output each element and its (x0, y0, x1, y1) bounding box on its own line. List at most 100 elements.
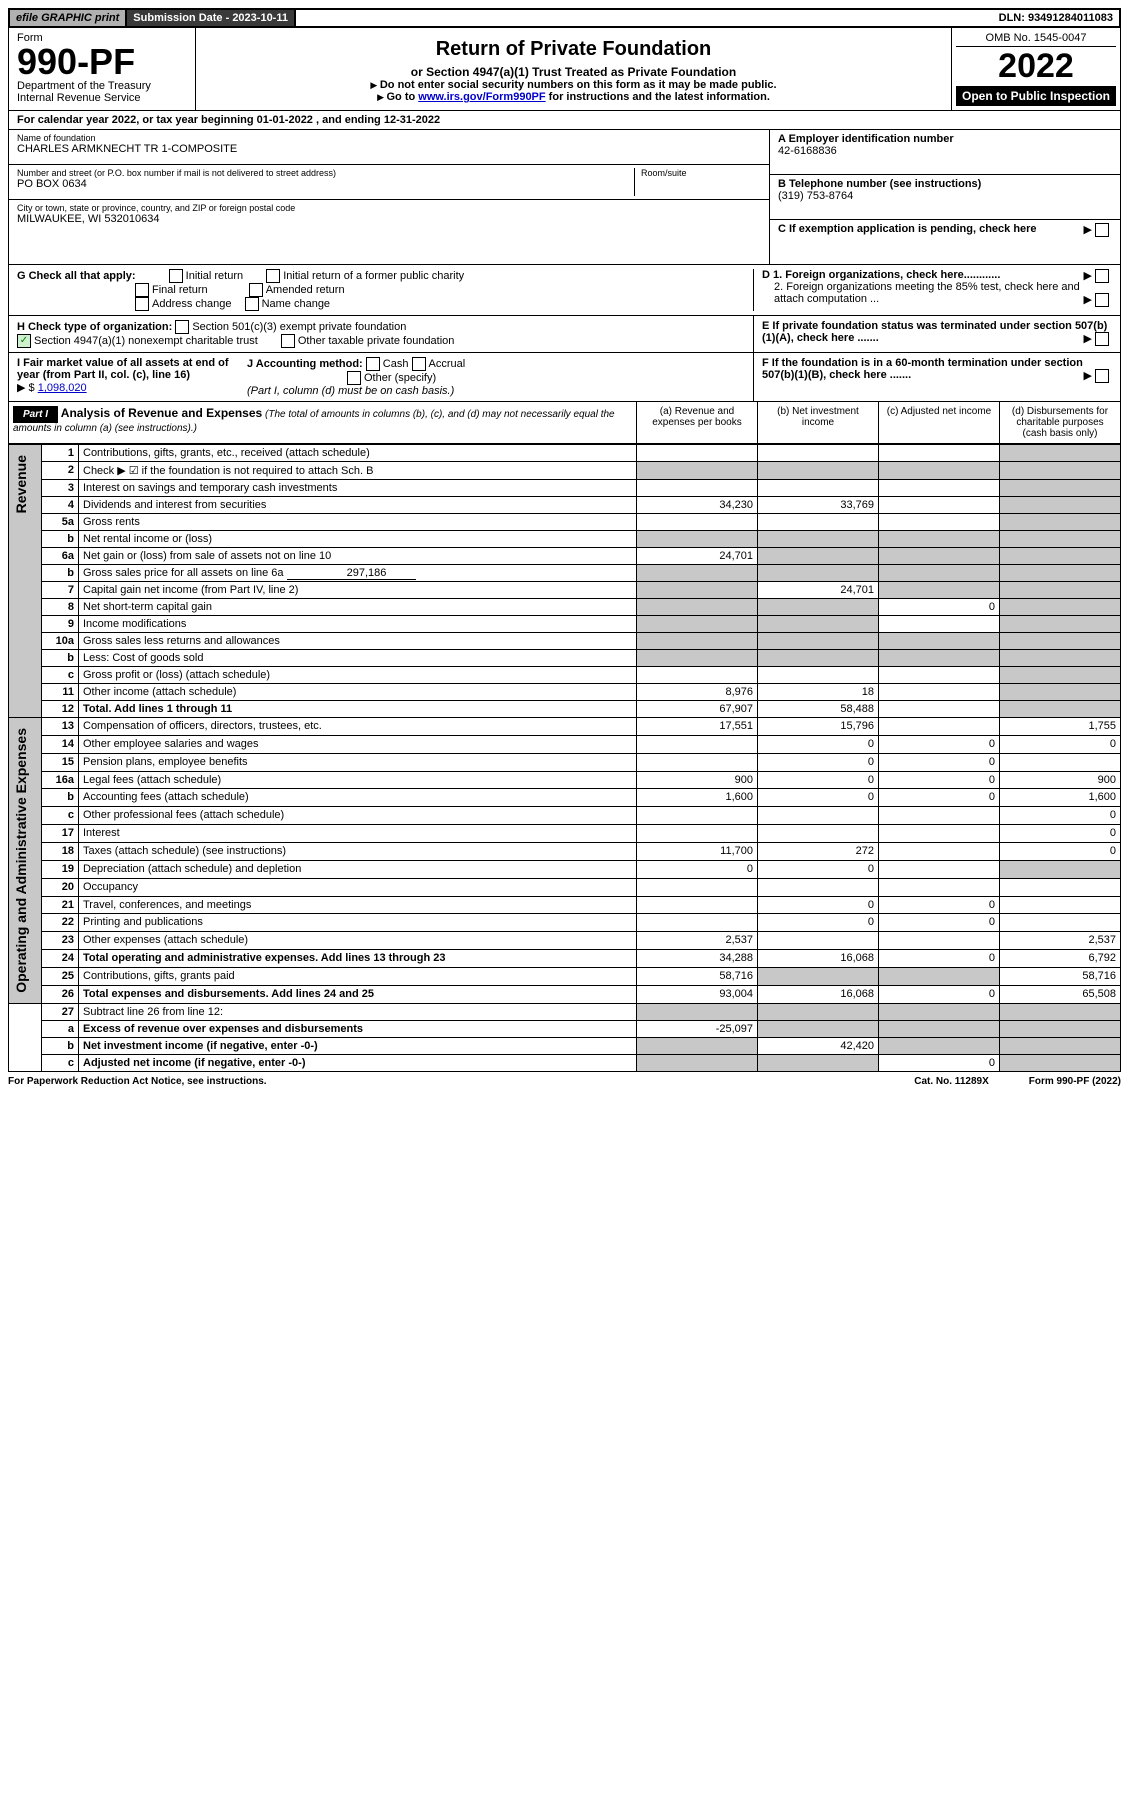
g-label: G Check all that apply: (17, 270, 136, 282)
line-description: Other income (attach schedule) (79, 684, 637, 701)
tax-year: 2022 (956, 47, 1116, 86)
final-return-checkbox[interactable] (135, 283, 149, 297)
city-state-zip: MILWAUKEE, WI 532010634 (17, 213, 761, 225)
501c3-checkbox[interactable] (175, 320, 189, 334)
footer-left: For Paperwork Reduction Act Notice, see … (8, 1076, 267, 1087)
table-row: 9Income modifications (9, 616, 1121, 633)
fmv-value[interactable]: 1,098,020 (38, 382, 87, 394)
calendar-year-row: For calendar year 2022, or tax year begi… (8, 111, 1121, 130)
amount-cell: 0 (879, 599, 1000, 616)
footer-cat: Cat. No. 11289X (914, 1076, 988, 1087)
top-bar: efile GRAPHIC print Submission Date - 20… (8, 8, 1121, 28)
amount-cell: 15,796 (758, 718, 879, 736)
other-method-checkbox[interactable] (347, 371, 361, 385)
line-description: Less: Cost of goods sold (79, 650, 637, 667)
line-description: Total. Add lines 1 through 11 (79, 701, 637, 718)
cash-checkbox[interactable] (366, 357, 380, 371)
amount-cell: 0 (758, 789, 879, 807)
line-number: 8 (42, 599, 79, 616)
line-description: Printing and publications (79, 914, 637, 932)
amount-cell (637, 1003, 758, 1020)
header-left: Form 990-PF Department of the Treasury I… (9, 28, 196, 110)
terminated-checkbox[interactable] (1095, 332, 1109, 346)
line-number: 20 (42, 878, 79, 896)
name-change-checkbox[interactable] (245, 297, 259, 311)
amount-cell (637, 531, 758, 548)
amount-cell (1000, 497, 1121, 514)
table-row: 6aNet gain or (loss) from sale of assets… (9, 548, 1121, 565)
part1-table: Revenue1Contributions, gifts, grants, et… (8, 444, 1121, 1072)
amount-cell (1000, 684, 1121, 701)
exemption-checkbox[interactable] (1095, 223, 1109, 237)
4947a1-checkbox[interactable]: ✓ (17, 334, 31, 348)
footer-form: Form 990-PF (2022) (1029, 1076, 1121, 1087)
amount-cell (758, 667, 879, 684)
line-description: Excess of revenue over expenses and disb… (79, 1020, 637, 1037)
other-taxable-checkbox[interactable] (281, 334, 295, 348)
amount-cell: 0 (879, 914, 1000, 932)
amount-cell (637, 896, 758, 914)
line-description: Occupancy (79, 878, 637, 896)
line-number: 13 (42, 718, 79, 736)
amount-cell (758, 616, 879, 633)
amount-cell: 0 (879, 1054, 1000, 1071)
amount-cell (637, 878, 758, 896)
note-goto: Go to www.irs.gov/Form990PF for instruct… (202, 91, 945, 103)
room-suite-label: Room/suite (641, 168, 761, 178)
line-description: Total expenses and disbursements. Add li… (79, 985, 637, 1003)
line-description: Other employee salaries and wages (79, 735, 637, 753)
d2-label: 2. Foreign organizations meeting the 85%… (774, 281, 1080, 305)
amount-cell (879, 932, 1000, 950)
amount-cell: 58,716 (1000, 968, 1121, 986)
table-row: 15Pension plans, employee benefits00 (9, 753, 1121, 771)
amended-return-checkbox[interactable] (249, 283, 263, 297)
amount-cell: 1,600 (637, 789, 758, 807)
form990pf-link[interactable]: www.irs.gov/Form990PF (418, 91, 545, 103)
amount-cell (758, 1020, 879, 1037)
initial-return-checkbox[interactable] (169, 269, 183, 283)
expenses-section-label: Operating and Administrative Expenses (13, 720, 29, 1001)
amount-cell: 0 (879, 753, 1000, 771)
table-row: 20Occupancy (9, 878, 1121, 896)
line-number: 22 (42, 914, 79, 932)
amount-cell: 0 (637, 860, 758, 878)
amount-cell (1000, 445, 1121, 462)
60month-checkbox[interactable] (1095, 369, 1109, 383)
amount-cell (637, 914, 758, 932)
accrual-checkbox[interactable] (412, 357, 426, 371)
amount-cell: 16,068 (758, 985, 879, 1003)
foundation-name-cell: Name of foundation CHARLES ARMKNECHT TR … (9, 130, 769, 165)
amount-cell: 18 (758, 684, 879, 701)
efile-print-button[interactable]: efile GRAPHIC print (10, 10, 127, 26)
amount-cell (879, 1003, 1000, 1020)
table-row: bGross sales price for all assets on lin… (9, 565, 1121, 582)
table-row: 5aGross rents (9, 514, 1121, 531)
foreign-85-checkbox[interactable] (1095, 293, 1109, 307)
amount-cell (637, 616, 758, 633)
table-row: 17Interest0 (9, 825, 1121, 843)
part1-title: Analysis of Revenue and Expenses (61, 406, 262, 420)
amount-cell: 6,792 (1000, 950, 1121, 968)
table-row: 16aLegal fees (attach schedule)90000900 (9, 771, 1121, 789)
amount-cell (637, 445, 758, 462)
note-ssn: Do not enter social security numbers on … (202, 79, 945, 91)
table-row: cOther professional fees (attach schedul… (9, 807, 1121, 825)
line-description: Taxes (attach schedule) (see instruction… (79, 843, 637, 861)
address-change-checkbox[interactable] (135, 297, 149, 311)
line-number: 10a (42, 633, 79, 650)
amount-cell: 2,537 (1000, 932, 1121, 950)
table-row: 8Net short-term capital gain 0 (9, 599, 1121, 616)
line-number: 24 (42, 950, 79, 968)
initial-former-checkbox[interactable] (266, 269, 280, 283)
amount-cell (637, 753, 758, 771)
amount-cell (879, 718, 1000, 736)
open-inspection: Open to Public Inspection (956, 86, 1116, 106)
amount-cell: 0 (879, 735, 1000, 753)
amount-cell (879, 565, 1000, 582)
amount-cell (1000, 480, 1121, 497)
h-e-row: H Check type of organization: Section 50… (8, 316, 1121, 353)
table-row: aExcess of revenue over expenses and dis… (9, 1020, 1121, 1037)
foreign-org-checkbox[interactable] (1095, 269, 1109, 283)
part1-header: Part I Analysis of Revenue and Expenses … (8, 402, 1121, 444)
line-description: Net short-term capital gain (79, 599, 637, 616)
